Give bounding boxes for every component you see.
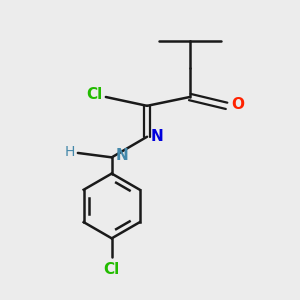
Text: H: H xyxy=(64,146,75,159)
Text: Cl: Cl xyxy=(86,87,102,102)
Text: Cl: Cl xyxy=(103,262,120,277)
Text: O: O xyxy=(231,97,244,112)
Text: N: N xyxy=(151,129,163,144)
Text: N: N xyxy=(115,148,128,164)
